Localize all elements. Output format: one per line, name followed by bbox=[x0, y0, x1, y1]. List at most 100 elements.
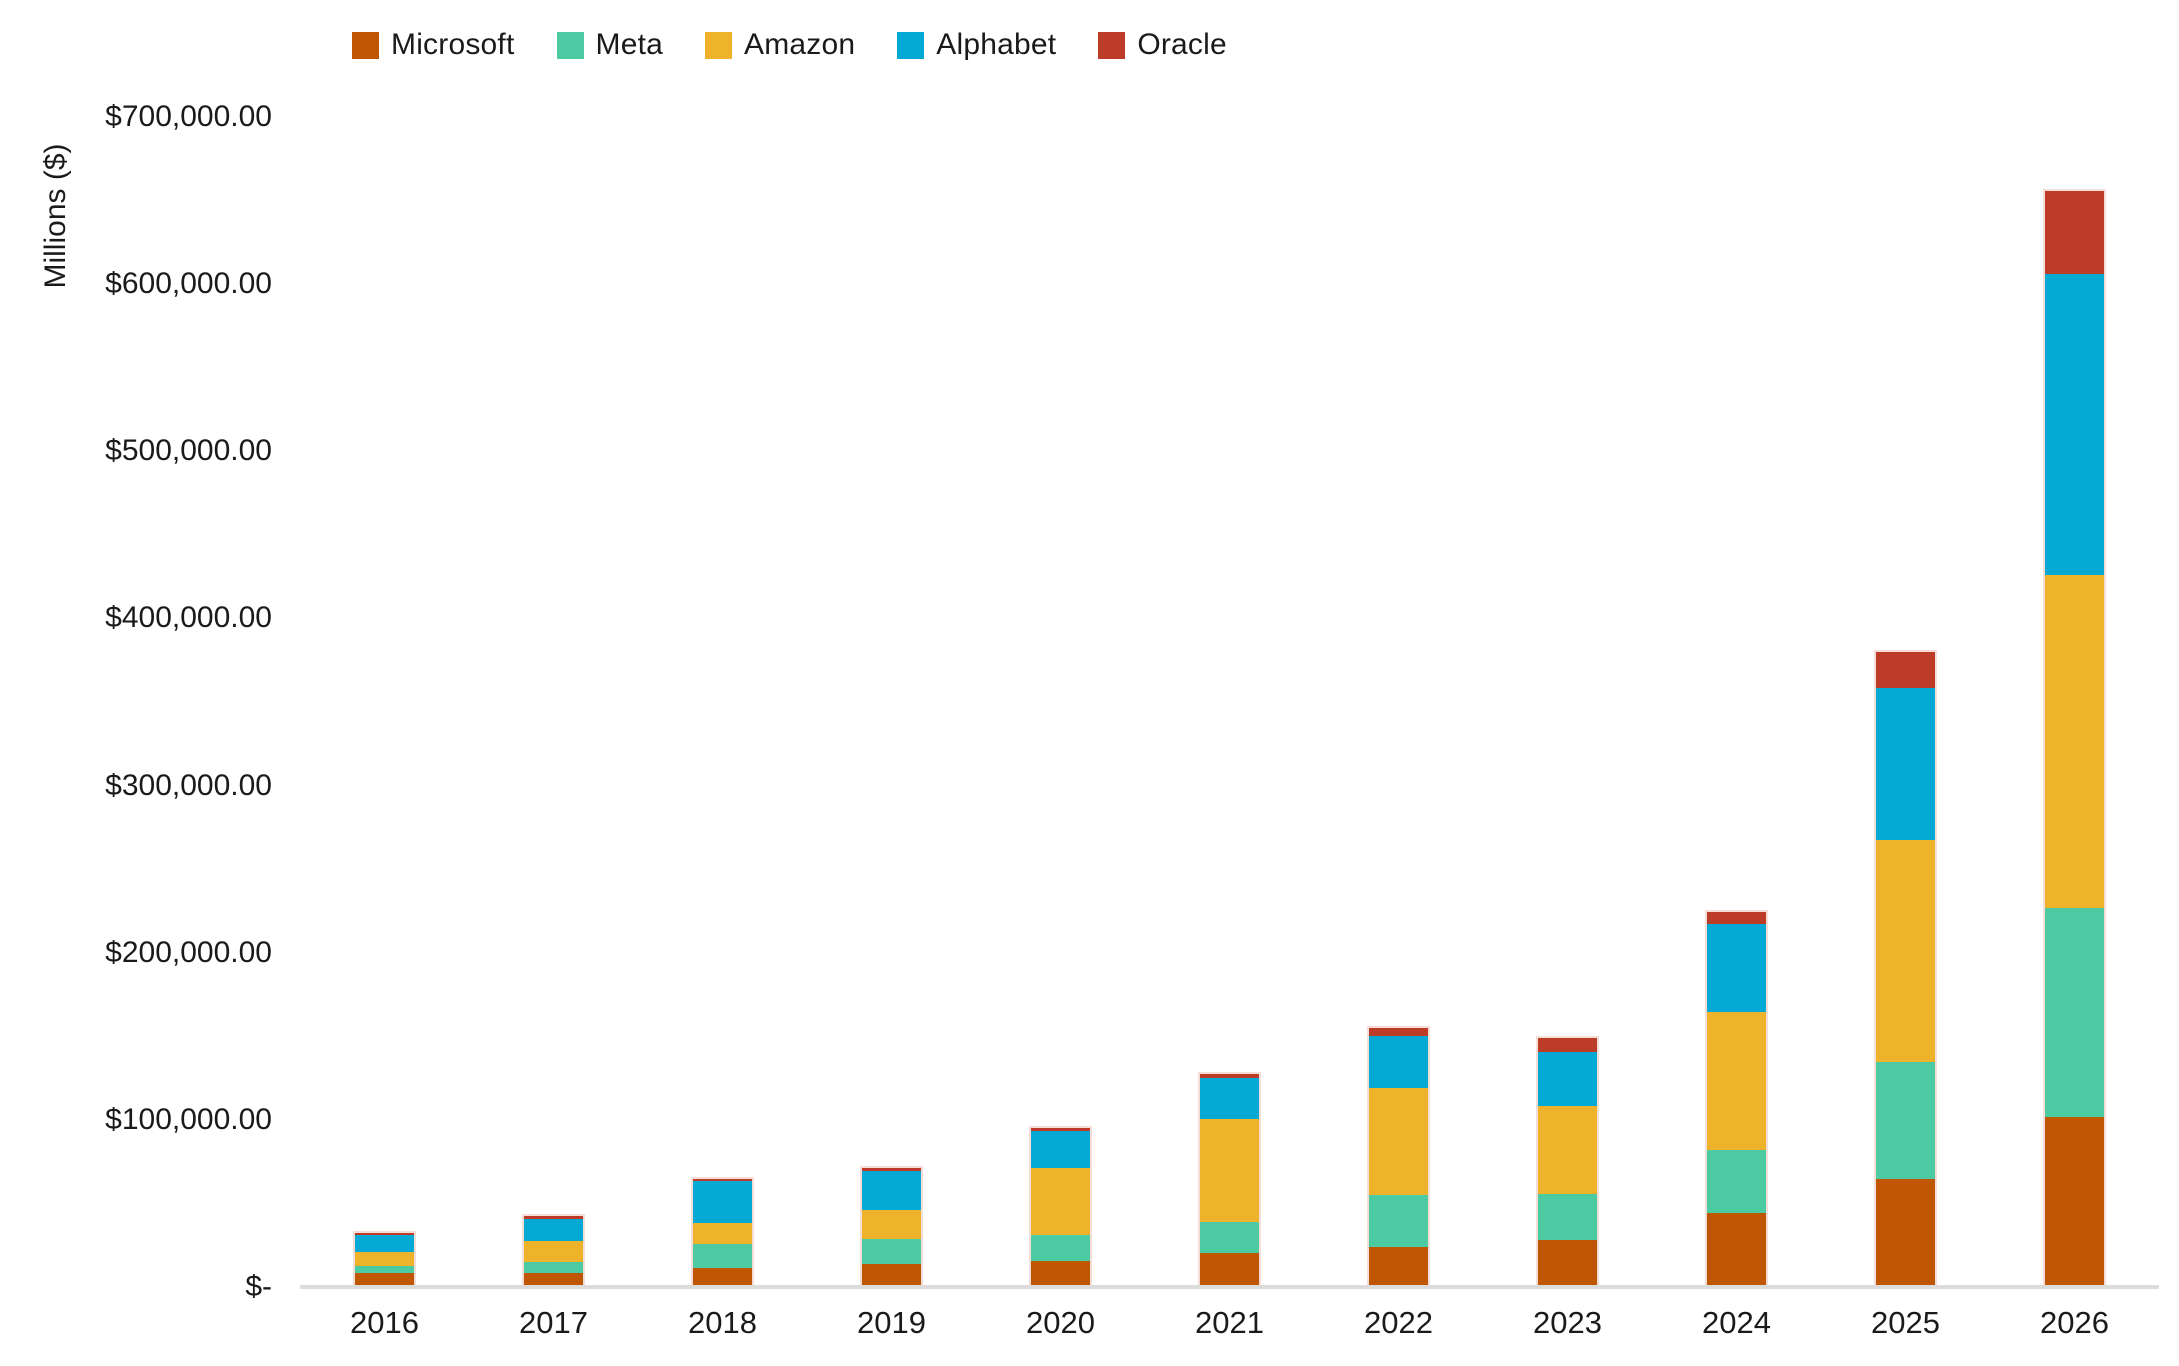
bar-segment-alphabet-2024[interactable] bbox=[1707, 923, 1766, 1012]
stacked-bar-2026[interactable] bbox=[2043, 188, 2106, 1290]
bar-segment-alphabet-2016[interactable] bbox=[355, 1235, 414, 1253]
bar-segment-meta-2021[interactable] bbox=[1200, 1221, 1259, 1253]
bar-segment-oracle-2016[interactable] bbox=[355, 1233, 414, 1236]
x-axis-label-2026: 2026 bbox=[2040, 1305, 2109, 1340]
bar-segment-microsoft-2017[interactable] bbox=[524, 1273, 583, 1287]
bar-segment-meta-2019[interactable] bbox=[862, 1238, 921, 1264]
legend-swatch-icon bbox=[1098, 31, 1126, 59]
stacked-bar-2017[interactable] bbox=[522, 1214, 585, 1289]
bar-segment-alphabet-2021[interactable] bbox=[1200, 1078, 1259, 1120]
bar-segment-amazon-2020[interactable] bbox=[1031, 1168, 1090, 1236]
bar-segment-oracle-2019[interactable] bbox=[862, 1167, 921, 1171]
bar-segment-oracle-2017[interactable] bbox=[524, 1216, 583, 1220]
legend-item-microsoft[interactable]: Microsoft bbox=[352, 28, 515, 62]
bar-segment-alphabet-2025[interactable] bbox=[1876, 687, 1935, 840]
stacked-bar-2022[interactable] bbox=[1367, 1026, 1430, 1289]
bar-segment-oracle-2026[interactable] bbox=[2045, 190, 2104, 275]
y-tick-label: $200,000.00 bbox=[105, 935, 272, 969]
bar-slot-2021 bbox=[1145, 117, 1314, 1290]
bar-segment-oracle-2018[interactable] bbox=[693, 1178, 752, 1182]
bar-slot-2017 bbox=[469, 117, 638, 1289]
bar-slot-2023 bbox=[1483, 117, 1652, 1290]
bar-segment-microsoft-2020[interactable] bbox=[1031, 1261, 1090, 1287]
bar-segment-meta-2025[interactable] bbox=[1876, 1062, 1935, 1180]
bar-segment-alphabet-2017[interactable] bbox=[524, 1219, 583, 1242]
stacked-bar-2023[interactable] bbox=[1536, 1035, 1599, 1290]
bar-segment-microsoft-2021[interactable] bbox=[1200, 1252, 1259, 1287]
legend-label: Microsoft bbox=[391, 28, 515, 61]
bar-segment-microsoft-2023[interactable] bbox=[1538, 1240, 1597, 1287]
stacked-bar-2024[interactable] bbox=[1705, 910, 1768, 1289]
bar-segment-amazon-2022[interactable] bbox=[1369, 1088, 1428, 1195]
x-axis-label-2025: 2025 bbox=[1871, 1305, 1940, 1340]
bar-segment-oracle-2023[interactable] bbox=[1538, 1037, 1597, 1053]
stacked-bar-2016[interactable] bbox=[353, 1231, 416, 1289]
bar-segment-oracle-2021[interactable] bbox=[1200, 1073, 1259, 1079]
bar-slot-2016 bbox=[300, 117, 469, 1289]
y-tick-label: $500,000.00 bbox=[105, 434, 272, 468]
legend-label: Oracle bbox=[1137, 28, 1227, 61]
stacked-bar-2020[interactable] bbox=[1029, 1126, 1092, 1289]
bar-segment-meta-2018[interactable] bbox=[693, 1244, 752, 1268]
bar-segment-alphabet-2019[interactable] bbox=[862, 1170, 921, 1210]
x-axis-label-2019: 2019 bbox=[857, 1305, 926, 1340]
bar-segment-alphabet-2022[interactable] bbox=[1369, 1035, 1428, 1089]
bar-segment-amazon-2019[interactable] bbox=[862, 1209, 921, 1239]
bar-segment-alphabet-2026[interactable] bbox=[2045, 274, 2104, 575]
x-axis-label-2016: 2016 bbox=[350, 1305, 419, 1340]
bar-segment-microsoft-2026[interactable] bbox=[2045, 1116, 2104, 1287]
y-tick-label: $100,000.00 bbox=[105, 1102, 272, 1136]
bar-segment-alphabet-2018[interactable] bbox=[693, 1181, 752, 1224]
chart-legend: Microsoft Meta Amazon Alphabet Oracle bbox=[352, 28, 1227, 62]
legend-swatch-icon bbox=[556, 31, 584, 59]
legend-swatch-icon bbox=[352, 31, 379, 59]
bar-slot-2025 bbox=[1821, 117, 1990, 1290]
bar-segment-amazon-2021[interactable] bbox=[1200, 1119, 1259, 1222]
bar-segment-microsoft-2024[interactable] bbox=[1707, 1212, 1766, 1287]
legend-item-alphabet[interactable]: Alphabet bbox=[897, 28, 1056, 62]
bar-segment-meta-2022[interactable] bbox=[1369, 1194, 1428, 1248]
stacked-bar-2019[interactable] bbox=[860, 1165, 923, 1290]
bar-segment-oracle-2025[interactable] bbox=[1876, 651, 1935, 688]
bar-segment-amazon-2024[interactable] bbox=[1707, 1011, 1766, 1151]
bar-segment-amazon-2016[interactable] bbox=[355, 1252, 414, 1266]
legend-item-amazon[interactable]: Amazon bbox=[705, 28, 855, 62]
stacked-bar-2018[interactable] bbox=[691, 1176, 754, 1290]
bar-segment-microsoft-2025[interactable] bbox=[1876, 1179, 1935, 1287]
bar-segment-alphabet-2023[interactable] bbox=[1538, 1052, 1597, 1107]
stacked-bar-2021[interactable] bbox=[1198, 1071, 1261, 1290]
bar-segment-amazon-2023[interactable] bbox=[1538, 1106, 1597, 1195]
bar-segment-meta-2016[interactable] bbox=[355, 1265, 414, 1274]
bar-segment-meta-2020[interactable] bbox=[1031, 1235, 1090, 1262]
bar-segment-amazon-2026[interactable] bbox=[2045, 574, 2104, 908]
bar-segment-oracle-2022[interactable] bbox=[1369, 1028, 1428, 1036]
x-axis-label-2023: 2023 bbox=[1533, 1305, 1602, 1340]
bar-segment-microsoft-2016[interactable] bbox=[355, 1273, 414, 1287]
x-axis-label-2021: 2021 bbox=[1195, 1305, 1264, 1340]
x-axis-label-2017: 2017 bbox=[519, 1305, 588, 1340]
x-axis-label-2022: 2022 bbox=[1364, 1305, 1433, 1340]
bar-segment-alphabet-2020[interactable] bbox=[1031, 1130, 1090, 1169]
bar-segment-meta-2023[interactable] bbox=[1538, 1194, 1597, 1241]
legend-item-oracle[interactable]: Oracle bbox=[1098, 28, 1227, 62]
bar-segment-meta-2024[interactable] bbox=[1707, 1150, 1766, 1213]
bar-segment-oracle-2020[interactable] bbox=[1031, 1128, 1090, 1131]
y-tick-label: $400,000.00 bbox=[105, 601, 272, 635]
bar-segment-amazon-2018[interactable] bbox=[693, 1223, 752, 1245]
x-axis-labels: 2016 2017 2018 2019 2020 2021 2022 2023 2024 2025… bbox=[300, 1305, 2159, 1341]
legend-item-meta[interactable]: Meta bbox=[556, 28, 664, 62]
bar-segment-meta-2026[interactable] bbox=[2045, 907, 2104, 1117]
bar-segment-microsoft-2018[interactable] bbox=[693, 1267, 752, 1287]
bar-segment-meta-2017[interactable] bbox=[524, 1262, 583, 1274]
bar-segment-oracle-2024[interactable] bbox=[1707, 912, 1766, 924]
y-tick-label: $600,000.00 bbox=[105, 267, 272, 301]
y-tick-label: $300,000.00 bbox=[105, 768, 272, 802]
bar-slot-2019 bbox=[807, 117, 976, 1290]
bar-segment-microsoft-2019[interactable] bbox=[862, 1263, 921, 1287]
stacked-bar-2025[interactable] bbox=[1874, 649, 1937, 1290]
bar-segment-amazon-2025[interactable] bbox=[1876, 839, 1935, 1063]
x-axis-line bbox=[300, 1285, 2159, 1289]
bar-segment-microsoft-2022[interactable] bbox=[1369, 1247, 1428, 1287]
bar-segment-amazon-2017[interactable] bbox=[524, 1241, 583, 1263]
